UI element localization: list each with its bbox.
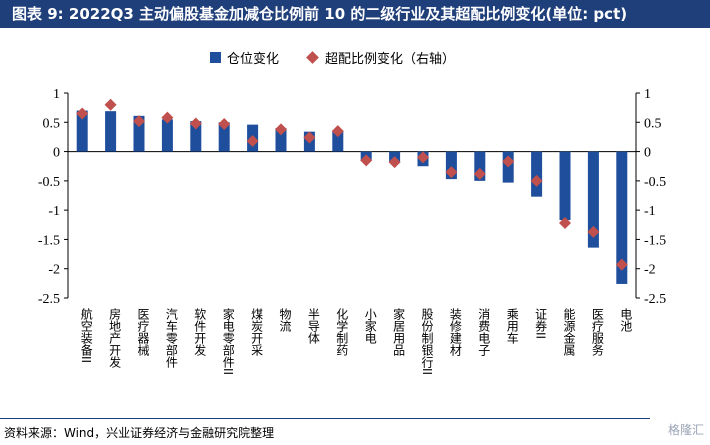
category-label: 乘用车 [505,308,519,345]
y-tick-label-left: 1 [53,87,60,102]
y-tick-label-left: 0 [53,146,60,161]
category-label: 能源金属 [562,308,576,357]
legend-item-bar: 仓位变化 [210,48,279,67]
marker-point [303,131,316,144]
marker-point [275,123,287,136]
category-label: 医疗服务 [590,308,604,356]
marker-point [189,117,202,130]
marker-point [559,217,571,230]
legend: 仓位变化 超配比例变化（右轴） [210,48,481,67]
y-tick-label-right: 1 [644,87,651,102]
y-tick-label-right: -1 [644,204,656,219]
y-tick-label-left: -2 [48,263,60,278]
bar [587,151,599,248]
category-label: 证券II [534,308,548,340]
y-tick-label-right: -0.5 [644,175,666,190]
bar [275,128,287,152]
marker-point [360,154,373,167]
y-tick-label-right: -1.5 [644,233,666,248]
marker-point [76,107,89,120]
category-label: 房地产开发 [108,307,122,368]
bar [161,119,173,152]
bar [616,151,628,284]
bar [474,151,486,181]
category-label: 航空装备II [79,307,93,364]
marker-point [587,225,600,238]
marker-point [133,115,145,128]
bar [531,151,543,197]
marker-point [445,166,458,179]
category-label: 装修建材 [448,308,462,356]
marker-point [218,118,231,131]
bar [76,110,88,152]
legend-bar-label: 仓位变化 [227,52,280,67]
category-label: 家居用品 [392,307,406,356]
category-label: 物流 [278,308,292,332]
legend-item-marker: 超配比例变化（右轴） [305,48,455,67]
legend-bar-swatch [210,52,221,63]
divider [0,418,650,419]
bar [105,111,117,152]
y-tick-label-right: -2.5 [644,292,666,307]
marker-point [331,125,344,138]
marker-point [615,258,628,271]
category-label: 半导体 [306,308,320,345]
y-tick-label-left: -1 [48,204,60,219]
y-tick-label-left: 0.5 [43,116,61,131]
marker-point [530,174,543,187]
category-label: 软件开发 [193,308,207,356]
marker-point [161,111,174,124]
category-label: 消费电子 [477,308,491,356]
category-label: 汽车零部件 [164,307,178,368]
bar [332,130,344,152]
category-label: 小家电 [363,308,377,344]
bar [445,151,457,180]
marker-point [104,98,117,111]
y-tick-label-right: -2 [644,263,656,278]
legend-marker-label: 超配比例变化（右轴） [325,52,456,67]
y-tick-label-right: 0 [644,146,651,161]
y-tick-label-right: 0.5 [644,116,662,131]
category-label: 煤炭开采 [250,308,264,356]
watermark-logo: 格隆汇 [667,423,704,437]
category-label: 化学制药 [335,308,349,356]
y-tick-label-left: -1.5 [38,233,60,248]
bar [133,115,145,152]
marker-point [417,151,429,164]
category-label: 电池 [619,308,633,332]
category-label: 股份制银行II [420,308,434,376]
category-label: 医疗器械 [136,308,150,356]
marker-point [502,155,515,168]
bar [559,151,571,221]
y-tick-label-left: -0.5 [38,175,60,190]
chart-title: 图表 9: 2022Q3 主动偏股基金加减仓比例前 10 的二级行业及其超配比例… [0,0,710,28]
category-label: 家电零部件II [221,307,235,376]
marker-point [473,167,486,180]
y-tick-label-left: -2.5 [38,292,60,307]
marker-point [388,156,401,169]
source-note: 资料来源：Wind，兴业证券经济与金融研究院整理 [4,426,275,440]
bar [218,122,230,152]
marker-point [246,135,259,148]
bar [190,121,202,152]
